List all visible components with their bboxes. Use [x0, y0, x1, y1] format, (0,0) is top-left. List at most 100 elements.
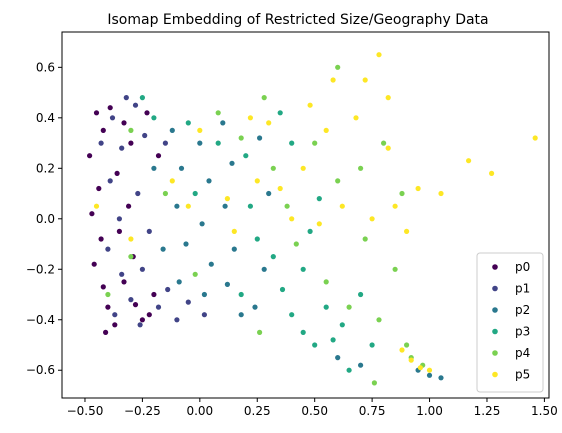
point-p1-9 — [142, 132, 148, 139]
point-p5-8 — [254, 178, 260, 184]
point-p3-23 — [192, 190, 198, 197]
point-p0-23 — [107, 105, 113, 111]
point-p5-26 — [466, 158, 472, 164]
point-p0-21 — [155, 153, 162, 159]
point-p2-5 — [197, 140, 203, 146]
point-p3-20 — [346, 367, 352, 373]
point-p2-20 — [335, 355, 341, 361]
point-p1-14 — [165, 286, 171, 293]
point-p5-14 — [316, 221, 322, 227]
point-p4-10 — [312, 140, 318, 146]
point-p2-6 — [206, 178, 212, 184]
point-p2-17 — [261, 266, 267, 272]
point-p5-32 — [426, 367, 433, 373]
point-p5-2 — [169, 178, 175, 184]
point-p2-2 — [174, 203, 180, 209]
point-p3-1 — [151, 115, 157, 121]
point-p2-14 — [224, 281, 230, 287]
x-tick-label: −0.50 — [67, 404, 104, 418]
legend: p0 p1 p2 p3 p4 p5 — [476, 252, 544, 393]
point-p1-1 — [119, 145, 125, 151]
point-p5-24 — [415, 185, 421, 192]
point-p1-13 — [155, 304, 162, 310]
point-p3-4 — [243, 153, 249, 159]
point-p3-2 — [185, 120, 191, 126]
point-p2-24 — [358, 362, 364, 368]
point-p5-25 — [438, 190, 444, 197]
point-p1-0 — [109, 115, 116, 121]
point-p4-1 — [128, 127, 134, 133]
point-p3-17 — [316, 196, 322, 202]
point-p4-11 — [323, 279, 329, 285]
point-p0-0 — [93, 110, 100, 116]
point-p1-2 — [107, 178, 113, 184]
point-p3-5 — [247, 203, 253, 209]
y-tick-label: −0.6 — [26, 363, 55, 377]
y-tick-label: 0.4 — [36, 111, 55, 125]
y-tick-label: 0.2 — [36, 161, 55, 175]
point-p0-9 — [112, 322, 118, 328]
point-p2-8 — [208, 261, 214, 267]
point-p2-9 — [201, 291, 207, 298]
legend-marker-p1 — [492, 285, 498, 292]
point-p1-16 — [174, 317, 180, 323]
point-p1-11 — [146, 228, 152, 234]
point-p4-2 — [162, 190, 168, 197]
point-p5-33 — [385, 95, 391, 101]
point-p5-9 — [266, 120, 272, 126]
point-p4-7 — [270, 165, 276, 171]
point-p4-15 — [362, 236, 368, 242]
point-p5-30 — [408, 357, 414, 363]
point-p5-0 — [93, 203, 100, 209]
point-p0-13 — [126, 203, 132, 209]
point-p0-2 — [87, 153, 93, 159]
point-p2-19 — [257, 135, 263, 141]
chart-title: Isomap Embedding of Restricted Size/Geog… — [107, 12, 488, 28]
legend-label-p0: p0 — [515, 260, 530, 274]
point-p4-17 — [381, 140, 387, 146]
point-p5-21 — [385, 145, 391, 151]
point-p5-18 — [353, 115, 359, 121]
point-p4-13 — [346, 304, 352, 310]
point-p5-11 — [289, 216, 295, 222]
point-p5-28 — [532, 135, 538, 141]
point-p0-18 — [139, 317, 145, 323]
point-p5-3 — [185, 203, 191, 209]
point-p0-19 — [146, 312, 152, 318]
point-p4-19 — [399, 190, 405, 197]
point-p2-10 — [220, 120, 226, 126]
point-p4-0 — [105, 291, 111, 298]
point-p3-11 — [312, 342, 318, 348]
point-p0-20 — [151, 291, 157, 298]
x-tick-label: 1.25 — [474, 404, 501, 418]
point-p1-3 — [116, 216, 122, 222]
legend-marker-p2 — [492, 307, 498, 313]
point-p4-20 — [404, 342, 410, 348]
x-tick-label: 1.00 — [416, 404, 443, 418]
point-p3-15 — [300, 266, 306, 272]
point-p5-12 — [300, 165, 306, 171]
point-p3-16 — [307, 228, 313, 234]
point-p2-26 — [160, 246, 166, 252]
point-p0-22 — [144, 110, 150, 116]
legend-marker-p3 — [492, 328, 498, 335]
point-p3-21 — [369, 342, 375, 348]
legend-box — [476, 252, 544, 393]
point-p1-6 — [128, 297, 134, 303]
point-p2-23 — [438, 375, 444, 381]
point-p1-8 — [132, 102, 139, 108]
point-p1-10 — [135, 190, 141, 197]
x-axis: −0.50 −0.25 0.00 0.25 0.50 0.75 1.00 1.25 1.50 — [67, 398, 558, 418]
point-p5-34 — [362, 77, 368, 83]
x-tick-label: 0.75 — [359, 404, 386, 418]
point-p4-23 — [371, 380, 377, 386]
point-p3-24 — [238, 291, 244, 298]
point-p3-22 — [358, 291, 364, 298]
point-p1-4 — [105, 246, 111, 252]
point-p0-14 — [116, 228, 122, 234]
x-tick-label: 0.25 — [244, 404, 271, 418]
point-p1-18 — [201, 312, 207, 318]
y-tick-label: 0.0 — [36, 212, 55, 226]
point-p4-16 — [376, 317, 382, 323]
